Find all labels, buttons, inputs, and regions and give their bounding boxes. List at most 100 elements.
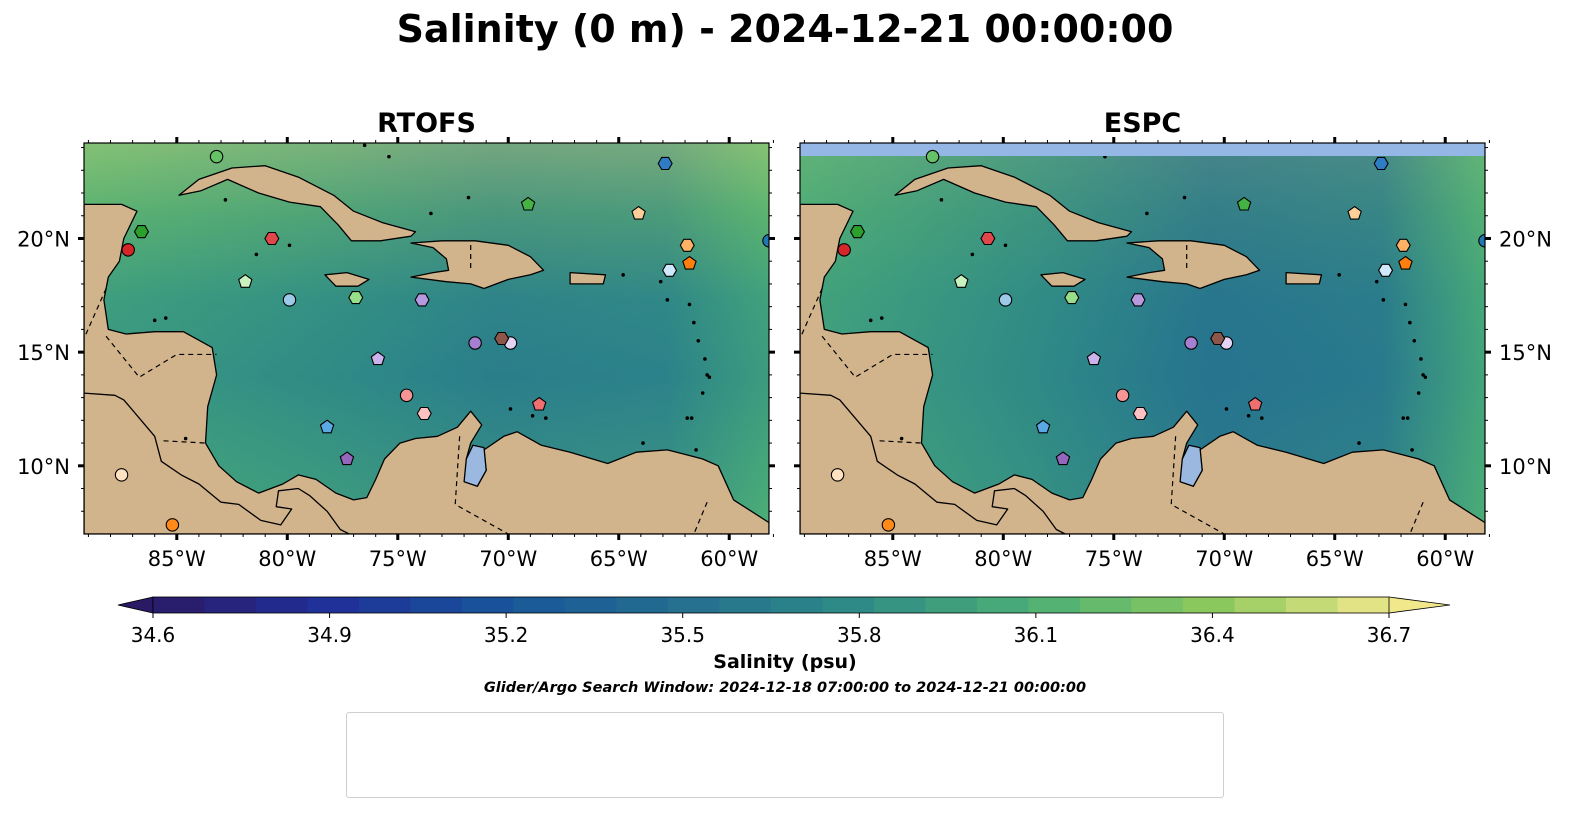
lon-tick-label: 65°W <box>590 547 648 571</box>
island <box>1260 416 1264 420</box>
island <box>970 252 975 257</box>
island <box>899 436 904 441</box>
colorbar-segment <box>1131 597 1184 613</box>
colorbar-segment <box>668 597 721 613</box>
colorbar-tick-label: 36.7 <box>1367 623 1412 647</box>
float-marker-4903354 <box>925 149 940 164</box>
colorbar-segment <box>1028 597 1081 613</box>
map-frame <box>83 142 770 535</box>
colorbar-tick-label: 35.5 <box>660 623 705 647</box>
colorbar-segment <box>256 597 309 613</box>
island <box>1412 338 1417 343</box>
float-marker-4903558 <box>1064 291 1080 305</box>
float-marker-6903134 <box>1130 293 1146 307</box>
lon-tick-label: 70°W <box>479 547 537 571</box>
colorbar-segment <box>1234 597 1287 613</box>
colorbar-segment <box>565 597 618 613</box>
island <box>1381 298 1386 302</box>
float-marker-4903766 <box>1115 388 1130 403</box>
float-marker-4903354 <box>209 149 224 164</box>
island <box>1224 407 1229 411</box>
colorbar-tick-label: 34.9 <box>307 623 352 647</box>
island <box>939 198 944 202</box>
float-marker-4903562 <box>837 243 851 257</box>
island <box>387 154 391 159</box>
island <box>1408 320 1412 325</box>
colorbar-segment <box>822 597 875 613</box>
lat-tick-label: 20°N <box>1499 227 1552 251</box>
float-marker-4902609 <box>679 238 695 252</box>
lat-tick-label: 10°N <box>17 455 70 479</box>
float-marker-4903768 <box>1055 451 1071 466</box>
float-marker-4903250 <box>849 225 866 239</box>
island <box>658 279 663 284</box>
colorbar-extend-low <box>117 596 154 614</box>
lon-tick-label: 65°W <box>1306 547 1364 571</box>
colorbar-segment <box>204 597 257 613</box>
land-puertoRico <box>1285 271 1323 285</box>
lon-tick-label: 60°W <box>1416 547 1474 571</box>
colorbar-segment <box>462 597 515 613</box>
float-marker-1902364 <box>1373 156 1389 171</box>
colorbar-segment <box>359 597 412 613</box>
island <box>707 375 712 379</box>
float-marker-4903767 <box>416 406 432 421</box>
island <box>287 243 292 248</box>
island <box>1246 413 1251 418</box>
lon-tick-label: 75°W <box>369 547 427 571</box>
float-marker-1902364 <box>657 156 673 171</box>
map-panel-espc: ESPC 85°W 80°W 75°W 70°W 65°W 60°W 10°N 15°N 20°N <box>794 108 1552 571</box>
float-marker-2903766 <box>282 293 297 307</box>
island <box>152 318 157 323</box>
island <box>429 211 433 216</box>
island <box>1416 391 1421 395</box>
float-marker-1902522 <box>1035 419 1051 434</box>
land-cuba <box>894 165 1133 242</box>
float-marker-2903766 <box>998 293 1013 307</box>
float-marker-4903558 <box>348 291 364 305</box>
colorbar-segment <box>1183 597 1236 613</box>
float-marker-6903134 <box>414 293 430 307</box>
float-marker-3902457 <box>1377 263 1394 277</box>
float-marker-6903135 <box>1086 351 1102 366</box>
island <box>530 413 535 418</box>
lon-tick-label: 85°W <box>864 547 922 571</box>
island <box>700 391 705 395</box>
colorbar-tick-label: 35.8 <box>837 623 882 647</box>
lat-tick-label: 15°N <box>17 341 70 365</box>
country-borders <box>800 243 1424 534</box>
lon-tick-label: 70°W <box>1195 547 1253 571</box>
land-cuba <box>178 165 417 242</box>
island <box>689 416 694 420</box>
float-marker-6903135 <box>370 351 386 366</box>
colorbar-segment <box>874 597 927 613</box>
island <box>1423 375 1428 379</box>
float-marker-5906437 <box>1184 336 1198 350</box>
island <box>544 416 548 420</box>
float-marker-4903563 <box>264 231 280 246</box>
float-marker-4903186 <box>114 468 129 482</box>
colorbar-segment <box>153 597 206 613</box>
island <box>183 436 188 441</box>
colorbar-tick-label: 36.4 <box>1190 623 1235 647</box>
colorbar-label: Salinity (psu) <box>713 651 856 673</box>
float-marker-4903768 <box>339 451 355 466</box>
island <box>254 252 259 257</box>
island <box>223 198 228 202</box>
float-marker-4903629 <box>531 396 547 411</box>
figure-title: Salinity (0 m) - 2024-12-21 00:00:00 <box>397 7 1174 51</box>
island <box>1374 279 1379 284</box>
float-marker-4903629 <box>1247 396 1263 411</box>
lat-tick-label: 15°N <box>1499 341 1552 365</box>
colorbar-segment <box>925 597 978 613</box>
island <box>705 373 709 377</box>
island <box>362 143 367 148</box>
island <box>1145 211 1149 216</box>
float-marker-4903563 <box>980 231 996 246</box>
colorbar-tick-label: 36.1 <box>1014 623 1059 647</box>
no-data-strip <box>800 143 1485 156</box>
map-area <box>800 143 1485 534</box>
float-marker-4903186 <box>830 468 845 482</box>
island <box>1357 441 1361 445</box>
float-marker-4903051 <box>1347 205 1362 220</box>
